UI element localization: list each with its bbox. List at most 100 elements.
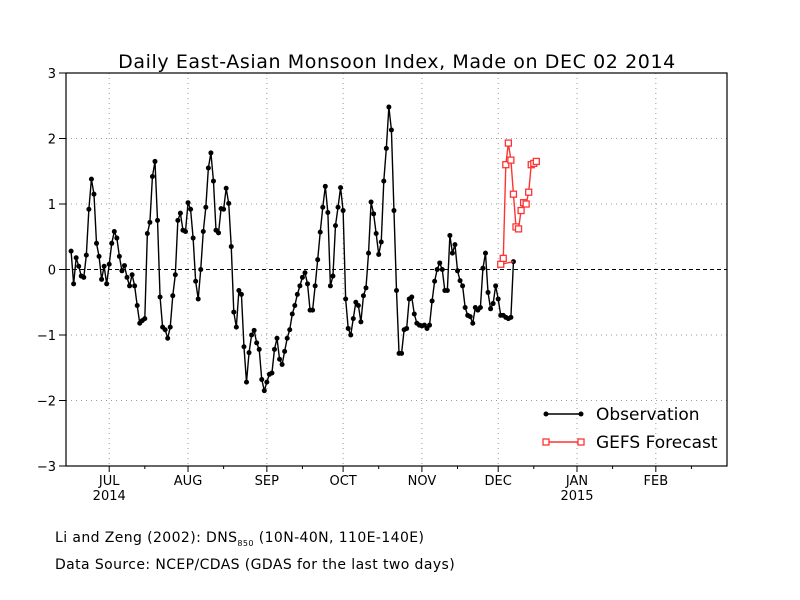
observation-point [404, 325, 410, 331]
observation-point [261, 388, 267, 394]
observation-point [462, 304, 468, 310]
observation-point [338, 185, 344, 191]
observation-point [381, 178, 387, 184]
y-tick-label: 1 [48, 198, 56, 213]
observation-point [251, 327, 257, 333]
observation-point [208, 150, 214, 156]
observation-point [172, 272, 178, 278]
footnote-reference-suffix: (10N-40N, 110E-140E) [253, 530, 425, 546]
observation-point [297, 283, 303, 289]
observation-point [315, 257, 321, 263]
observation-point [259, 377, 265, 383]
observation-point [132, 283, 138, 289]
observation-point [289, 311, 295, 317]
observation-point [455, 268, 461, 274]
observation-point [434, 267, 440, 272]
observation-point [373, 230, 379, 236]
observation-point [284, 335, 290, 341]
observation-point [449, 250, 455, 256]
forecast-point [525, 188, 533, 196]
legend-marker [578, 411, 584, 417]
observation-point [256, 346, 262, 352]
observation-point [330, 273, 336, 279]
legend-marker [577, 438, 585, 446]
observation-point [228, 244, 234, 250]
forecast-point [497, 260, 505, 268]
observation-point [68, 248, 74, 254]
observation-point [182, 229, 188, 235]
observation-point [223, 185, 229, 191]
observation-point [460, 283, 466, 289]
observation-point [129, 272, 135, 278]
observation-point [116, 253, 122, 259]
observation-point [111, 229, 117, 235]
observation-point [127, 283, 133, 289]
observation-point [378, 239, 384, 245]
observation-point [205, 165, 211, 171]
observation-point [241, 344, 247, 350]
observation-point [104, 281, 110, 287]
observation-point [322, 183, 328, 189]
legend-marker [543, 411, 549, 417]
observation-point [429, 298, 435, 304]
observation-point [312, 283, 318, 289]
observation-point [388, 127, 394, 133]
forecast-point [502, 161, 510, 169]
legend-marker [542, 438, 550, 446]
observation-point [167, 324, 173, 330]
x-tick-label: OCT [329, 474, 356, 489]
legend-label: GEFS Forecast [596, 433, 718, 453]
observation-point [236, 287, 242, 293]
observation-point [121, 263, 127, 269]
observation-point [274, 335, 280, 341]
x-tick-label: SEP [255, 474, 279, 489]
x-tick-label: DEC [485, 474, 512, 489]
observation-point [327, 283, 333, 289]
observation-point [310, 307, 316, 313]
observation-point [264, 379, 270, 385]
x-tick-year-label: 2015 [560, 489, 593, 504]
observation-point [470, 320, 476, 326]
observation-point [96, 253, 102, 259]
observation-point [177, 210, 183, 216]
forecast-point [509, 190, 518, 198]
legend-label: Observation [596, 405, 700, 425]
observation-point [368, 199, 374, 205]
observation-point [109, 240, 115, 246]
observation-point [386, 104, 392, 110]
observation-point [299, 274, 305, 280]
observation-point [170, 293, 176, 299]
observation-point [325, 210, 331, 216]
observation-point [366, 250, 372, 256]
y-tick-label: −1 [37, 329, 56, 344]
observation-point [238, 291, 244, 297]
x-tick-label: FEB [644, 474, 669, 489]
observation-point [457, 278, 463, 284]
forecast-point [507, 156, 515, 164]
observation-point [271, 346, 277, 352]
observation-point [99, 276, 105, 282]
observation-point [231, 309, 237, 315]
observation-point [101, 263, 107, 269]
y-tick-label: 3 [48, 67, 56, 82]
observation-point [282, 348, 288, 354]
observation-point [246, 350, 252, 356]
observation-point [493, 283, 499, 289]
observation-point [411, 311, 417, 317]
observation-point [287, 327, 293, 333]
observation-point [495, 296, 501, 302]
observation-series [68, 104, 516, 394]
observation-point [394, 287, 399, 293]
observation-point [371, 211, 377, 217]
observation-point [317, 229, 323, 235]
observation-point [292, 303, 298, 309]
observation-point [452, 242, 458, 248]
observation-point [360, 293, 366, 299]
observation-point [305, 281, 311, 287]
observation-point [294, 291, 300, 297]
observation-point [427, 322, 433, 328]
observation-point [477, 304, 483, 310]
observation-point [142, 316, 148, 322]
observation-point [302, 270, 308, 276]
observation-point [134, 303, 140, 309]
